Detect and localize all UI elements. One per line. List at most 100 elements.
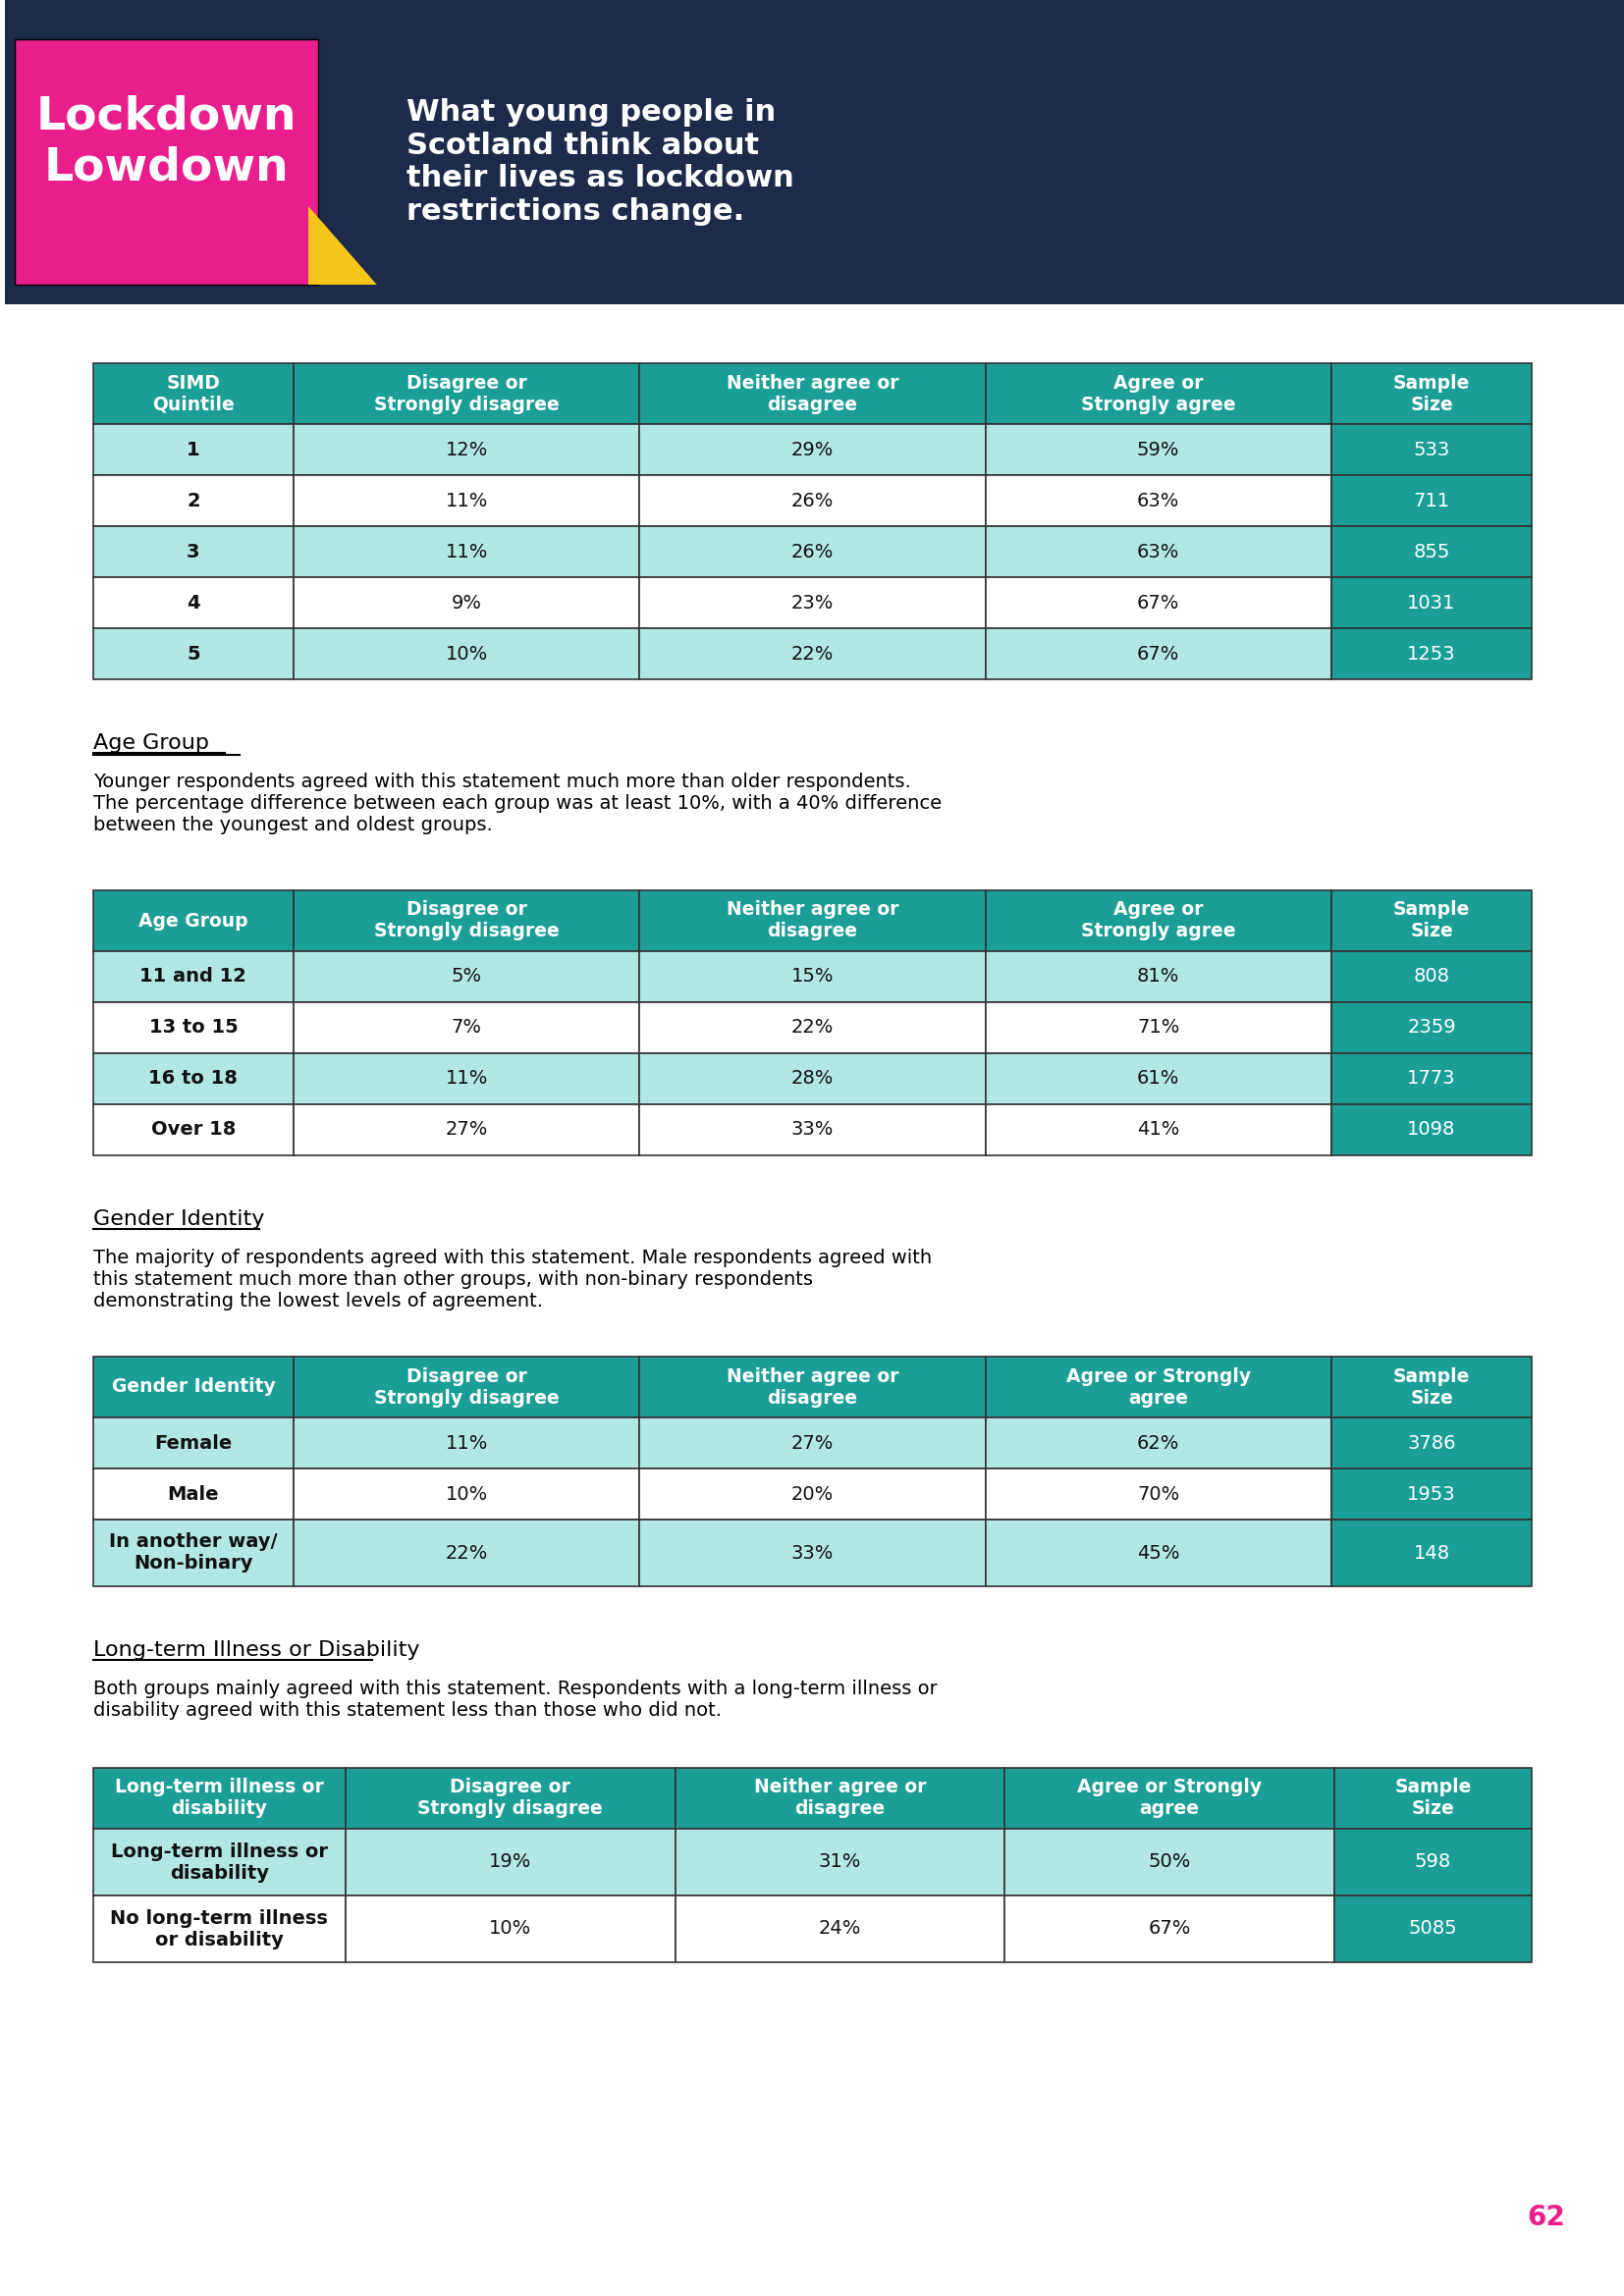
Text: Neither agree or
disagree: Neither agree or disagree — [754, 1777, 926, 1818]
Bar — [93, 1357, 294, 1417]
Bar — [93, 576, 294, 629]
Bar — [986, 1469, 1332, 1520]
Text: 2: 2 — [187, 491, 200, 510]
Bar — [1332, 1104, 1531, 1155]
Bar — [1335, 1768, 1531, 1828]
Bar — [5, 0, 1624, 305]
Bar — [1332, 1357, 1531, 1417]
Text: SIMD
Quintile: SIMD Quintile — [153, 374, 234, 413]
Bar — [1005, 1828, 1335, 1896]
Text: Agree or Strongly
agree: Agree or Strongly agree — [1065, 1366, 1250, 1407]
Bar — [676, 1896, 1005, 1963]
Bar — [294, 1104, 640, 1155]
Text: No long-term illness
or disability: No long-term illness or disability — [110, 1908, 328, 1949]
Text: 67%: 67% — [1137, 592, 1179, 613]
Bar — [986, 363, 1332, 425]
Bar — [1332, 475, 1531, 526]
Text: 533: 533 — [1413, 441, 1450, 459]
Text: Agree or
Strongly agree: Agree or Strongly agree — [1082, 900, 1236, 941]
Text: 1098: 1098 — [1408, 1120, 1455, 1139]
Text: Neither agree or
disagree: Neither agree or disagree — [726, 374, 898, 413]
Text: Disagree or
Strongly disagree: Disagree or Strongly disagree — [417, 1777, 603, 1818]
Bar — [1332, 629, 1531, 680]
Text: 711: 711 — [1413, 491, 1450, 510]
Bar — [640, 1469, 986, 1520]
Bar — [986, 1520, 1332, 1587]
Text: In another way/
Non-binary: In another way/ Non-binary — [109, 1534, 278, 1573]
Polygon shape — [309, 207, 377, 285]
Text: Disagree or
Strongly disagree: Disagree or Strongly disagree — [374, 374, 559, 413]
Text: Male: Male — [167, 1486, 219, 1504]
Text: Sample
Size: Sample Size — [1393, 1366, 1470, 1407]
Bar — [294, 576, 640, 629]
Text: 11%: 11% — [445, 1070, 487, 1088]
Bar — [640, 363, 986, 425]
Bar — [294, 629, 640, 680]
Text: 808: 808 — [1413, 967, 1450, 985]
Bar — [93, 363, 294, 425]
Text: 41%: 41% — [1137, 1120, 1179, 1139]
Bar — [294, 1054, 640, 1104]
Bar — [640, 1104, 986, 1155]
Bar — [640, 1520, 986, 1587]
Text: Sample
Size: Sample Size — [1395, 1777, 1471, 1818]
Text: 2359: 2359 — [1408, 1019, 1457, 1038]
Bar — [986, 1417, 1332, 1469]
Bar — [1005, 1768, 1335, 1828]
Bar — [294, 363, 640, 425]
Text: 50%: 50% — [1148, 1853, 1190, 1871]
Bar — [1332, 363, 1531, 425]
Text: 1253: 1253 — [1408, 645, 1457, 664]
Bar — [1332, 1469, 1531, 1520]
Bar — [93, 951, 294, 1003]
Bar — [640, 475, 986, 526]
Bar — [294, 891, 640, 951]
FancyBboxPatch shape — [15, 39, 318, 285]
Text: Both groups mainly agreed with this statement. Respondents with a long-term illn: Both groups mainly agreed with this stat… — [93, 1681, 937, 1720]
Bar — [1332, 1417, 1531, 1469]
Text: 5085: 5085 — [1408, 1919, 1457, 1938]
Text: 22%: 22% — [791, 1019, 833, 1038]
Text: Gender Identity: Gender Identity — [112, 1378, 274, 1396]
Text: Gender Identity: Gender Identity — [93, 1210, 265, 1228]
Bar — [676, 1768, 1005, 1828]
Bar — [93, 1054, 294, 1104]
Bar — [294, 425, 640, 475]
Bar — [93, 891, 294, 951]
Text: 11%: 11% — [445, 491, 487, 510]
Text: 5%: 5% — [451, 967, 482, 985]
Text: 26%: 26% — [791, 491, 833, 510]
Bar — [986, 1357, 1332, 1417]
Text: 63%: 63% — [1137, 542, 1179, 560]
Text: Age Group: Age Group — [138, 912, 248, 930]
Text: 33%: 33% — [791, 1543, 833, 1561]
Bar — [1332, 425, 1531, 475]
Bar — [93, 629, 294, 680]
Text: 15%: 15% — [791, 967, 833, 985]
Text: 23%: 23% — [791, 592, 833, 613]
Text: 1773: 1773 — [1408, 1070, 1455, 1088]
Text: Long-term illness or
disability: Long-term illness or disability — [115, 1777, 323, 1818]
Bar — [676, 1828, 1005, 1896]
Bar — [294, 1469, 640, 1520]
Text: Neither agree or
disagree: Neither agree or disagree — [726, 1366, 898, 1407]
Text: 3: 3 — [187, 542, 200, 560]
Bar — [93, 1003, 294, 1054]
Bar — [986, 1054, 1332, 1104]
Text: 11 and 12: 11 and 12 — [140, 967, 247, 985]
Text: 7%: 7% — [451, 1019, 482, 1038]
Bar — [640, 576, 986, 629]
Text: Agree or
Strongly agree: Agree or Strongly agree — [1082, 374, 1236, 413]
Text: 3786: 3786 — [1408, 1433, 1455, 1453]
Bar — [1332, 1520, 1531, 1587]
Bar — [1332, 1054, 1531, 1104]
Bar — [93, 1828, 346, 1896]
Bar — [294, 475, 640, 526]
Text: 9%: 9% — [451, 592, 482, 613]
Bar — [640, 1003, 986, 1054]
Bar — [93, 1469, 294, 1520]
Text: 11%: 11% — [445, 1433, 487, 1453]
Bar — [294, 1003, 640, 1054]
Text: 13 to 15: 13 to 15 — [149, 1019, 237, 1038]
Bar — [93, 526, 294, 576]
